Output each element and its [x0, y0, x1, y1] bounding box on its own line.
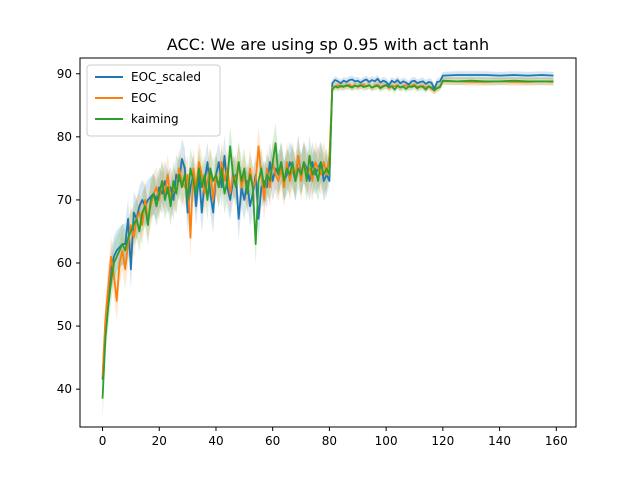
x-tick-label: 60 [265, 434, 280, 448]
legend: EOC_scaled EOC kaiming [86, 64, 221, 137]
legend-label-eoc: EOC [131, 91, 156, 105]
y-tick-label: 50 [57, 319, 72, 333]
series-lines [101, 74, 554, 399]
x-tick-label: 120 [431, 434, 454, 448]
std-bands [102, 71, 554, 419]
legend-label-eoc-scaled: EOC_scaled [131, 70, 201, 84]
series-line-kaiming [101, 79, 554, 399]
y-tick-label: 40 [57, 382, 72, 396]
x-tick-label: 160 [545, 434, 568, 448]
y-axis-ticks: 40 50 60 70 80 90 [57, 67, 80, 396]
x-tick-label: 40 [208, 434, 223, 448]
y-tick-label: 90 [57, 67, 72, 81]
x-tick-label: 100 [375, 434, 398, 448]
chart-title: ACC: We are using sp 0.95 with act tanh [167, 35, 489, 54]
band-kaiming [102, 76, 554, 419]
x-tick-label: 0 [99, 434, 107, 448]
x-tick-label: 80 [322, 434, 337, 448]
y-tick-label: 80 [57, 130, 72, 144]
plot-area-frame [79, 57, 577, 428]
y-tick-label: 70 [57, 193, 72, 207]
x-tick-label: 20 [152, 434, 167, 448]
legend-label-kaiming: kaiming [131, 112, 179, 126]
x-tick-label: 140 [488, 434, 511, 448]
y-tick-label: 60 [57, 256, 72, 270]
x-axis-ticks: 0 20 40 60 80 100 120 140 160 [99, 427, 568, 448]
